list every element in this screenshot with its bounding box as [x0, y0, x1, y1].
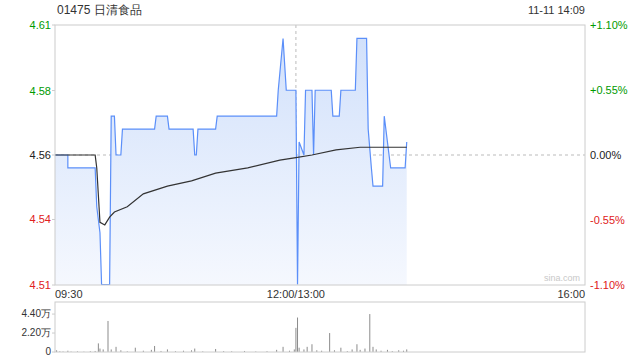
volume-tick-label: 4.40万 — [22, 308, 51, 319]
volume-bar — [307, 347, 308, 352]
x-tick-label: 12:00/13:00 — [267, 288, 325, 300]
y-tick-label: 4.56 — [30, 149, 51, 161]
y-tick-label: 4.54 — [30, 213, 51, 225]
volume-bar — [369, 314, 370, 352]
volume-bar — [340, 348, 341, 352]
title: 01475 日清食品 — [57, 3, 142, 17]
volume-bar — [329, 333, 330, 352]
x-tick-label: 16:00 — [557, 288, 585, 300]
price-line — [55, 38, 407, 284]
volume-bar — [116, 347, 117, 352]
price-area — [55, 38, 407, 285]
y-tick-label: 4.58 — [30, 85, 51, 97]
volume-bar — [108, 321, 109, 352]
volume-bar — [373, 347, 374, 352]
volume-bar — [356, 344, 357, 352]
y2-tick-label: +0.55% — [590, 84, 628, 96]
volume-bar — [364, 349, 365, 352]
volume-bar — [299, 348, 300, 352]
plot-area — [55, 38, 407, 285]
volume-tick-label: 2.20万 — [22, 327, 51, 338]
y2-tick-label: 0.00% — [590, 149, 621, 161]
volume-bar — [154, 346, 155, 352]
chart-root: 01475 日清食品 11-11 14:09 4.51 4.54 4.56 4.58 4.6… — [0, 0, 640, 360]
subtitle: 11-11 14:09 — [528, 4, 585, 16]
volume-bar — [98, 343, 99, 352]
volume-frame — [55, 302, 585, 352]
x-tick-label: 09:30 — [55, 288, 83, 300]
y-tick-label: 4.51 — [30, 279, 51, 291]
y-tick-label: 4.61 — [30, 19, 51, 31]
volume-bar — [194, 349, 195, 352]
volume-bar — [295, 328, 296, 352]
plot-frame — [55, 25, 585, 285]
average-line — [55, 147, 407, 225]
volume-bar — [135, 348, 136, 352]
volume-bar — [311, 344, 312, 352]
y2-tick-label: -0.55% — [590, 214, 625, 226]
y2-tick-label: +1.10% — [590, 19, 628, 31]
volume-bar — [99, 349, 100, 352]
volume-tick-label: 0 — [45, 346, 51, 357]
watermark: sina.com — [544, 273, 580, 283]
y2-tick-label: -1.10% — [590, 279, 625, 291]
volume-bar — [297, 318, 298, 352]
volume-area — [56, 314, 407, 352]
volume-bar — [283, 347, 284, 352]
